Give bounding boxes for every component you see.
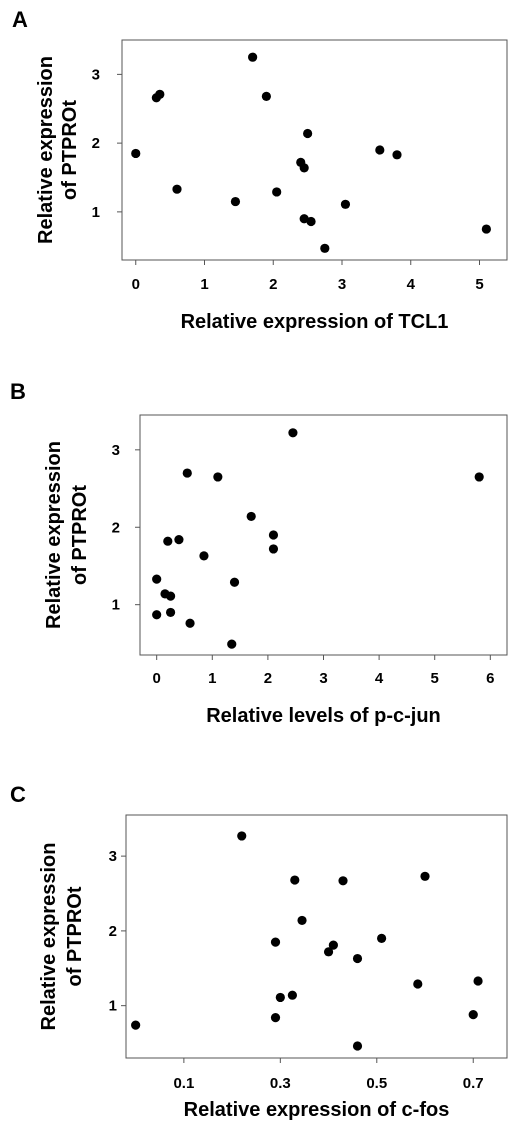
panel-b-y-tick-label: 1 — [112, 597, 120, 614]
panel-c-data-point — [237, 831, 247, 841]
panel-a-x-tick-label: 0 — [132, 276, 140, 293]
panel-c-data-point — [323, 947, 334, 957]
panel-c-data-point — [468, 1010, 478, 1020]
panel-a-y-tick-label: 2 — [92, 135, 100, 152]
panel-b-data-point — [246, 511, 256, 522]
panel-c-data-point — [338, 876, 348, 886]
panel-c-data-point — [352, 953, 363, 964]
panel-b-data-point — [227, 639, 237, 649]
panel-b-data-point — [288, 428, 298, 438]
panel-c-data-point — [413, 979, 423, 989]
panel-b-data-point — [182, 468, 192, 478]
panel-a-data-point — [340, 199, 351, 209]
panel-a-y-tick-label: 1 — [92, 204, 100, 221]
panel-c-x-tick-label: 0.7 — [463, 1075, 484, 1092]
panel-a-x-tick-label: 4 — [407, 276, 416, 293]
panel-a-data-point — [172, 184, 182, 194]
panel-b-data-point — [163, 536, 173, 546]
panel-b-x-tick-label: 1 — [208, 670, 216, 687]
panel-c-y-tick-label: 3 — [109, 848, 117, 865]
panel-c-letter: C — [10, 782, 26, 807]
panel-b-x-tick-label: 4 — [375, 670, 384, 687]
panel-b-x-tick-label: 2 — [264, 670, 272, 687]
panel-b-data-point — [165, 591, 176, 601]
panel-c-data-point — [297, 915, 307, 926]
panel-c-y-axis-title-line2: of PTPROt — [64, 886, 86, 986]
panel-c-data-point — [328, 940, 338, 950]
panel-a-data-point — [230, 196, 241, 207]
panel-b-x-tick-label: 3 — [319, 670, 327, 687]
panel-c-data-point — [275, 992, 285, 1003]
panel-b-data-point — [185, 618, 195, 628]
panel-c-data-point — [270, 937, 281, 947]
panel-a-x-tick-label: 2 — [269, 276, 277, 293]
panel-a-x-tick-label: 3 — [338, 276, 346, 293]
panel-c-y-axis-title-line1: Relative expression — [38, 843, 60, 1031]
panel-a-x-tick-label: 5 — [475, 276, 483, 293]
panel-a-plot-frame — [121, 39, 508, 261]
panel-b-data-point — [152, 610, 162, 620]
panel-b-data-point — [213, 472, 223, 482]
panel-a-data-point — [155, 89, 165, 99]
panel-a-y-axis-title-line1: Relative expression — [35, 56, 57, 244]
panel-b-x-tick-label: 6 — [486, 670, 494, 687]
panel-b-data-point — [268, 530, 279, 540]
panel-a-data-point — [392, 150, 402, 160]
panel-b-x-tick-label: 0 — [153, 670, 161, 687]
panel-a-data-point — [248, 52, 258, 62]
panel-c-x-tick-label: 0.1 — [173, 1075, 194, 1092]
panel-a-data-point — [299, 163, 309, 173]
panel-a-data-point — [131, 148, 141, 159]
panel-a-data-point — [320, 243, 330, 253]
panel-b-plot-frame — [139, 414, 508, 656]
panel-a-x-axis-title: Relative expression of TCL1 — [181, 311, 449, 333]
panel-c-x-tick-label: 0.3 — [270, 1075, 291, 1092]
panel-b-y-axis-title-line1: Relative expression — [43, 441, 65, 629]
panel-a-y-axis-title-line2: of PTPROt — [59, 100, 81, 200]
panel-b-y-axis-title-line2: of PTPROt — [69, 485, 91, 585]
panel-b-data-point — [165, 607, 176, 618]
panel-a-data-point — [375, 145, 385, 155]
panel-b-x-axis-title: Relative levels of p-c-jun — [206, 705, 441, 727]
panel-a-letter: A — [12, 7, 28, 32]
panel-c-data-point — [377, 933, 387, 943]
panel-c-x-axis-title: Relative expression of c-fos — [184, 1099, 450, 1121]
panel-b-x-tick-label: 5 — [431, 670, 439, 687]
panel-c-data-point — [420, 871, 430, 881]
panel-b-data-point — [474, 472, 484, 482]
panel-c-data-point — [287, 990, 297, 1000]
panel-c-data-point — [131, 1020, 141, 1030]
panel-c-plot-frame — [125, 814, 508, 1059]
panel-c-data-point — [270, 1013, 281, 1023]
panel-a-data-point — [261, 91, 271, 101]
panel-b-data-point — [199, 551, 209, 561]
panel-a-x-tick-label: 1 — [200, 276, 208, 293]
panel-b-data-point — [152, 574, 162, 584]
panel-c-x-tick-label: 0.5 — [366, 1075, 387, 1092]
panel-c-data-point — [473, 976, 483, 986]
panel-a-data-point — [303, 128, 313, 139]
panel-b-letter: B — [10, 379, 26, 404]
panel-b-y-tick-label: 3 — [112, 442, 120, 459]
panel-b-data-point — [229, 577, 240, 587]
panel-a-data-point — [306, 216, 316, 227]
panel-a-data-point — [481, 224, 491, 234]
panel-c-y-tick-label: 2 — [109, 923, 117, 940]
panel-b-data-point — [174, 535, 184, 545]
panel-c-data-point — [290, 875, 300, 885]
panel-a-data-point — [272, 187, 282, 197]
panel-b-y-tick-label: 2 — [112, 519, 120, 536]
panel-c-data-point — [352, 1041, 363, 1051]
panel-c-y-tick-label: 1 — [109, 998, 117, 1015]
panel-b-data-point — [268, 544, 279, 554]
panel-a-y-tick-label: 3 — [92, 66, 100, 83]
